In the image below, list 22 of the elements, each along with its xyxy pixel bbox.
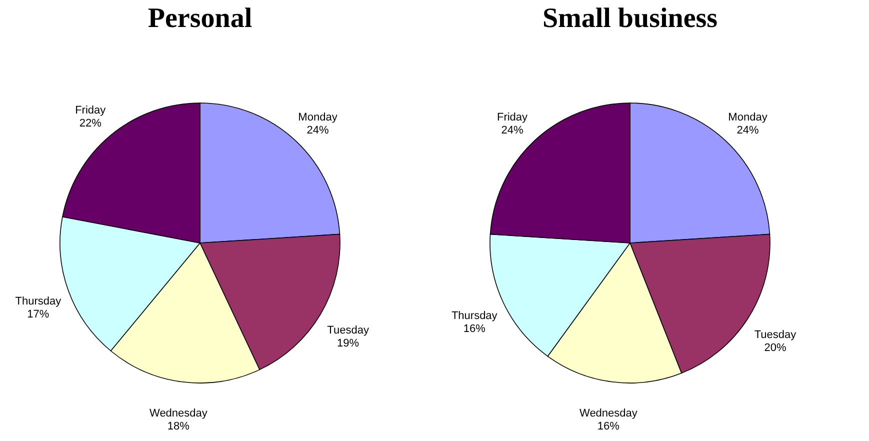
- slice-label: Monday: [298, 112, 338, 124]
- slice-label: Thursday: [451, 310, 498, 322]
- data-label: 18%: [167, 420, 190, 433]
- data-label: 16%: [463, 323, 486, 336]
- slice-label: Friday: [75, 104, 106, 116]
- data-label: 24%: [306, 124, 329, 137]
- data-label: 24%: [501, 124, 524, 137]
- slice-label: Monday: [728, 112, 768, 124]
- data-label: 20%: [764, 342, 786, 354]
- data-label: 22%: [79, 117, 102, 130]
- data-label: 24%: [736, 124, 759, 137]
- data-label: 17%: [27, 308, 50, 320]
- slice-label: Tuesday: [754, 329, 797, 342]
- chart-title: Small business: [542, 3, 718, 34]
- data-label: 19%: [337, 338, 360, 350]
- slice-label: Tuesday: [327, 324, 370, 337]
- slice-label: Friday: [496, 112, 528, 124]
- data-label: 16%: [597, 420, 620, 433]
- slice-label: Thursday: [15, 295, 62, 308]
- chart-title: Personal: [148, 3, 252, 34]
- slice-label: Wednesday: [579, 408, 638, 420]
- slice-label: Wednesday: [149, 408, 208, 420]
